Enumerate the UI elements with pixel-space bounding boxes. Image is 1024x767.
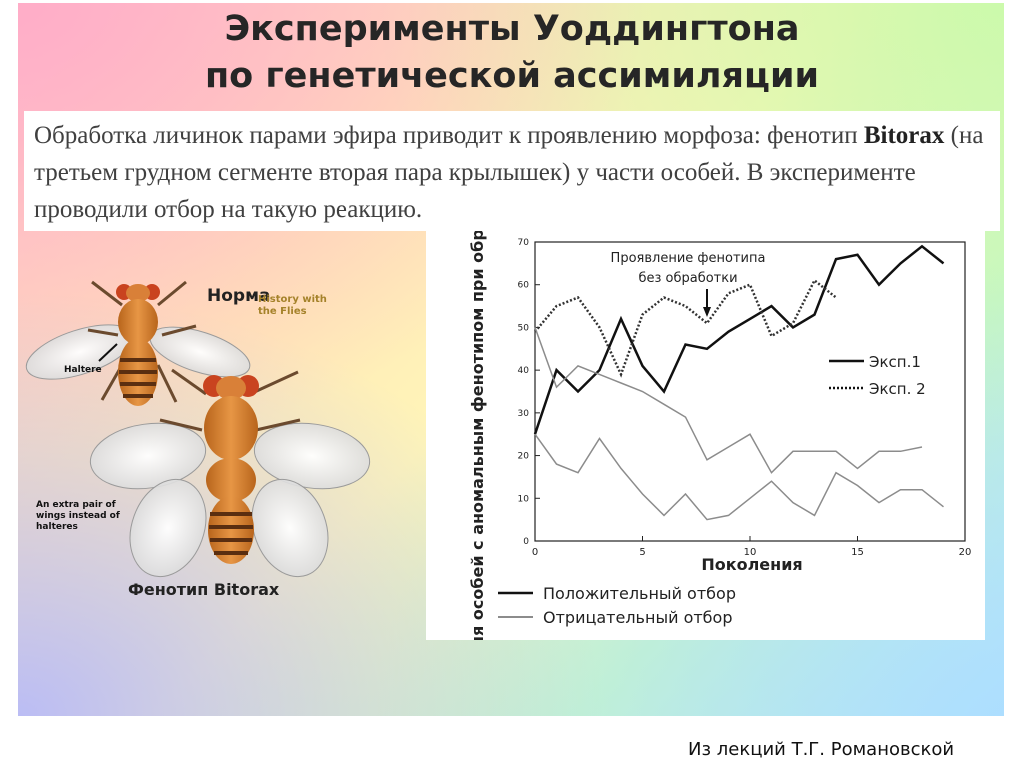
haltere-label: Haltere bbox=[64, 365, 102, 375]
x-axis-label: Поколения bbox=[701, 555, 802, 574]
intro-text-part-1: Обработка личинок парами эфира приводит … bbox=[34, 122, 864, 149]
y-tick-label: 30 bbox=[518, 409, 530, 419]
x-tick-label: 15 bbox=[851, 547, 864, 558]
annotation-line-2: без обработки bbox=[638, 271, 737, 286]
legend-exp2-label: Эксп. 2 bbox=[869, 380, 926, 398]
y-tick-label: 40 bbox=[518, 366, 530, 376]
fly-illustration bbox=[25, 280, 371, 578]
chart-panel: 0 5 10 15 20 0 10 20 30 40 50 60 70 Доля особей с ан… bbox=[426, 129, 985, 673]
annotation-arrow-head bbox=[703, 307, 711, 317]
title-line-2: по генетической ассимиляции bbox=[204, 56, 820, 96]
legend-negative-label: Отрицательный отбор bbox=[543, 608, 732, 627]
x-tick-label: 20 bbox=[959, 547, 972, 558]
legend-exp1-label: Эксп.1 bbox=[869, 353, 921, 371]
intro-text-part-2: (на третьем грудном сегменте вторая пара… bbox=[34, 122, 984, 223]
negative-selection-exp2-line bbox=[534, 327, 923, 474]
bitorax-fly bbox=[89, 368, 371, 578]
norm-label: Норма bbox=[207, 286, 271, 306]
chart-axes: 0 5 10 15 20 0 10 20 30 40 50 60 70 bbox=[518, 238, 972, 558]
intro-text: Обработка личинок парами эфира приводит … bbox=[34, 117, 994, 228]
slide-title: Эксперименты Уоддингтона по генетической… bbox=[0, 6, 1024, 100]
credit-text: Из лекций Т.Г. Романовской bbox=[688, 739, 955, 760]
chart-labels: Доля особей с аномальным фенотипом при о… bbox=[468, 129, 803, 673]
intro-text-bitorax: Bitorax bbox=[863, 122, 945, 149]
chart-series bbox=[533, 244, 945, 521]
y-axis-label: Доля особей с аномальным фенотипом при о… bbox=[468, 231, 487, 640]
line-chart: 0 5 10 15 20 0 10 20 30 40 50 60 70 Доля особей с ан… bbox=[468, 129, 972, 673]
x-tick-label: 0 bbox=[532, 547, 538, 558]
positive-selection-exp2-line bbox=[534, 278, 837, 378]
y-tick-label: 50 bbox=[518, 323, 530, 333]
y-tick-label: 0 bbox=[523, 537, 529, 547]
y-tick-label: 60 bbox=[518, 281, 530, 291]
y-tick-label: 10 bbox=[518, 494, 530, 504]
intro-box: Обработка личинок парами эфира приводит … bbox=[24, 111, 1000, 231]
positive-selection-exp1-line bbox=[533, 244, 945, 435]
bitorax-label: Фенотип Bitorax bbox=[128, 580, 280, 599]
legend-positive-label: Положительный отбор bbox=[543, 584, 736, 603]
negative-selection-exp1-line bbox=[534, 433, 944, 521]
normal-fly bbox=[25, 280, 251, 406]
y-tick-label: 20 bbox=[518, 452, 530, 462]
chart-legend: Эксп.1 Эксп. 2 Положительный отбор Отриц… bbox=[498, 353, 926, 627]
x-tick-label: 10 bbox=[744, 547, 757, 558]
y-tick-label: 70 bbox=[518, 238, 530, 248]
x-tick-label: 5 bbox=[639, 547, 645, 558]
extra-wings-label: An extra pair of wings instead of halter… bbox=[36, 500, 120, 532]
title-line-1: Эксперименты Уоддингтона bbox=[224, 9, 800, 49]
watermark-history-with-flies: History with the Flies bbox=[258, 294, 327, 317]
annotation-line-1: Проявление фенотипа bbox=[611, 251, 766, 266]
